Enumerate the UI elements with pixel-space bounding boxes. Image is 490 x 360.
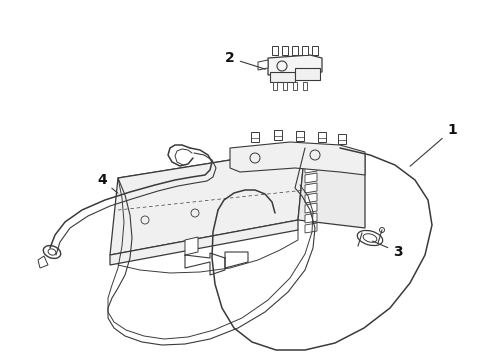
- Polygon shape: [305, 153, 317, 163]
- Polygon shape: [118, 148, 365, 183]
- Ellipse shape: [363, 234, 377, 242]
- Ellipse shape: [357, 230, 383, 246]
- Polygon shape: [303, 82, 307, 90]
- Polygon shape: [270, 72, 295, 82]
- Polygon shape: [318, 132, 326, 142]
- Polygon shape: [110, 220, 298, 265]
- Ellipse shape: [43, 246, 61, 258]
- Polygon shape: [274, 130, 282, 140]
- Polygon shape: [293, 82, 297, 90]
- Polygon shape: [282, 46, 288, 55]
- Polygon shape: [305, 193, 317, 203]
- Polygon shape: [305, 163, 317, 173]
- Text: 1: 1: [410, 123, 457, 166]
- Polygon shape: [272, 46, 278, 55]
- Polygon shape: [305, 183, 317, 193]
- Ellipse shape: [379, 228, 385, 233]
- Polygon shape: [273, 82, 277, 90]
- Polygon shape: [296, 131, 304, 141]
- Polygon shape: [338, 134, 346, 144]
- Polygon shape: [268, 55, 322, 75]
- Text: 3: 3: [372, 241, 403, 259]
- Polygon shape: [295, 68, 320, 80]
- Polygon shape: [298, 148, 365, 228]
- Polygon shape: [283, 82, 287, 90]
- Polygon shape: [110, 148, 305, 255]
- Polygon shape: [38, 256, 48, 268]
- Polygon shape: [185, 237, 198, 255]
- Ellipse shape: [48, 249, 56, 255]
- Polygon shape: [305, 173, 317, 183]
- Polygon shape: [305, 213, 317, 223]
- Polygon shape: [305, 223, 317, 233]
- Text: 4: 4: [97, 173, 118, 193]
- Polygon shape: [302, 46, 308, 55]
- Polygon shape: [292, 46, 298, 55]
- Text: 2: 2: [225, 51, 266, 69]
- Polygon shape: [258, 60, 268, 70]
- Polygon shape: [305, 203, 317, 213]
- Polygon shape: [251, 132, 259, 142]
- Polygon shape: [312, 46, 318, 55]
- Polygon shape: [230, 142, 365, 175]
